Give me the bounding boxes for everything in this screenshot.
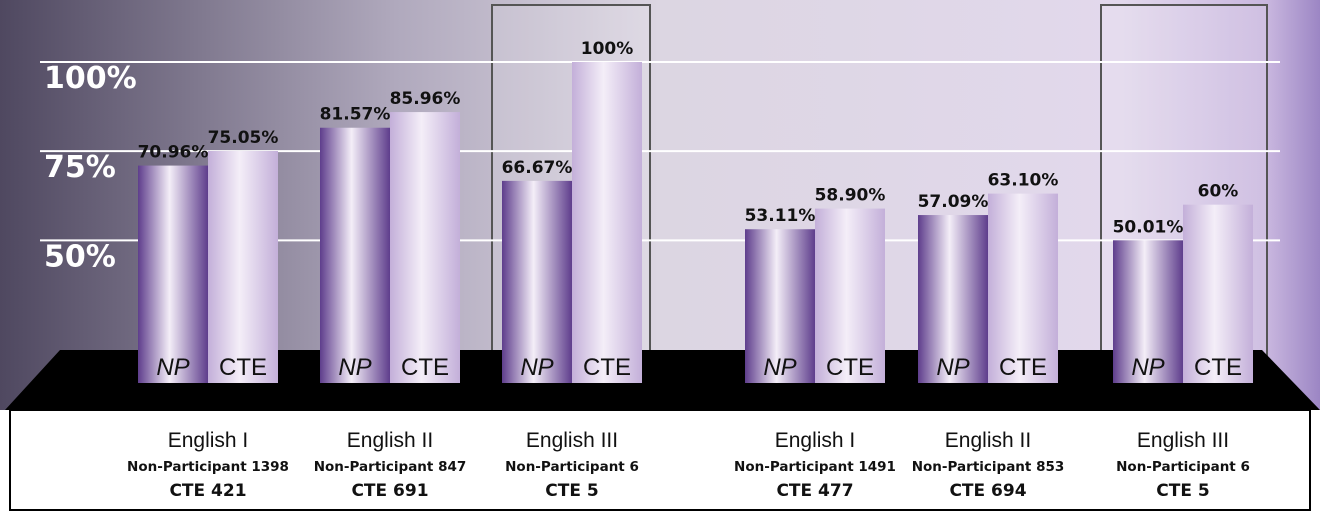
- value-label: 57.09%: [918, 192, 989, 212]
- series-label: CTE: [1194, 354, 1242, 381]
- category-detail: Non-Participant 6: [1116, 459, 1250, 475]
- series-label: NP: [338, 354, 371, 381]
- bar: [988, 193, 1058, 383]
- bar: [320, 127, 390, 383]
- series-label: NP: [520, 354, 553, 381]
- category-detail: CTE 421: [169, 481, 246, 501]
- series-label: NP: [156, 354, 189, 381]
- x-tick-label: English II: [945, 429, 1031, 452]
- bar: [815, 208, 885, 383]
- series-label: NP: [1131, 354, 1164, 381]
- x-tick-label: English II: [347, 429, 433, 452]
- value-label: 81.57%: [320, 105, 391, 125]
- series-label: CTE: [401, 354, 449, 381]
- value-label: 60%: [1198, 182, 1239, 202]
- value-label: 75.05%: [208, 128, 279, 148]
- x-tick-label: English III: [526, 429, 618, 452]
- x-tick-label: English I: [775, 429, 856, 452]
- category-detail: Non-Participant 6: [505, 459, 639, 475]
- category-detail: CTE 5: [1156, 481, 1209, 501]
- category-detail: CTE 5: [545, 481, 598, 501]
- category-detail: CTE 477: [776, 481, 853, 501]
- value-label: 63.10%: [988, 171, 1059, 191]
- series-label: CTE: [219, 354, 267, 381]
- value-label: 53.11%: [745, 206, 816, 226]
- category-detail: Non-Participant 1398: [127, 459, 289, 475]
- bars: 70.96% NP 75.05% CTE 81.57% NP 85.96% CTE 66.67%…: [138, 39, 1253, 384]
- value-label: 58.90%: [815, 186, 886, 206]
- series-label: NP: [763, 354, 796, 381]
- category-detail: Non-Participant 853: [912, 459, 1065, 475]
- category-detail: CTE 694: [949, 481, 1026, 501]
- category-detail: CTE 691: [351, 481, 428, 501]
- label-panel: [9, 409, 1311, 511]
- value-label: 85.96%: [390, 89, 461, 109]
- y-tick-label: 100%: [44, 61, 137, 96]
- bar: [502, 180, 572, 383]
- bar: [918, 215, 988, 383]
- series-label: NP: [936, 354, 969, 381]
- bar: [390, 112, 460, 384]
- series-label: CTE: [826, 354, 874, 381]
- value-label: 70.96%: [138, 143, 209, 163]
- x-tick-label: English III: [1137, 429, 1229, 452]
- value-label: 50.01%: [1113, 217, 1184, 237]
- series-label: CTE: [583, 354, 631, 381]
- value-label: 100%: [581, 39, 634, 59]
- bar: [572, 62, 642, 383]
- value-label: 66.67%: [502, 158, 573, 178]
- category-detail: Non-Participant 1491: [734, 459, 896, 475]
- x-tick-label: English I: [168, 429, 249, 452]
- bar: [138, 165, 208, 383]
- bar: [1113, 240, 1183, 383]
- category-detail: Non-Participant 847: [314, 459, 467, 475]
- bar: [1183, 204, 1253, 383]
- bar: [208, 150, 278, 383]
- series-label: CTE: [999, 354, 1047, 381]
- y-tick-label: 50%: [44, 239, 116, 274]
- y-tick-label: 75%: [44, 150, 116, 185]
- bar: [745, 229, 815, 383]
